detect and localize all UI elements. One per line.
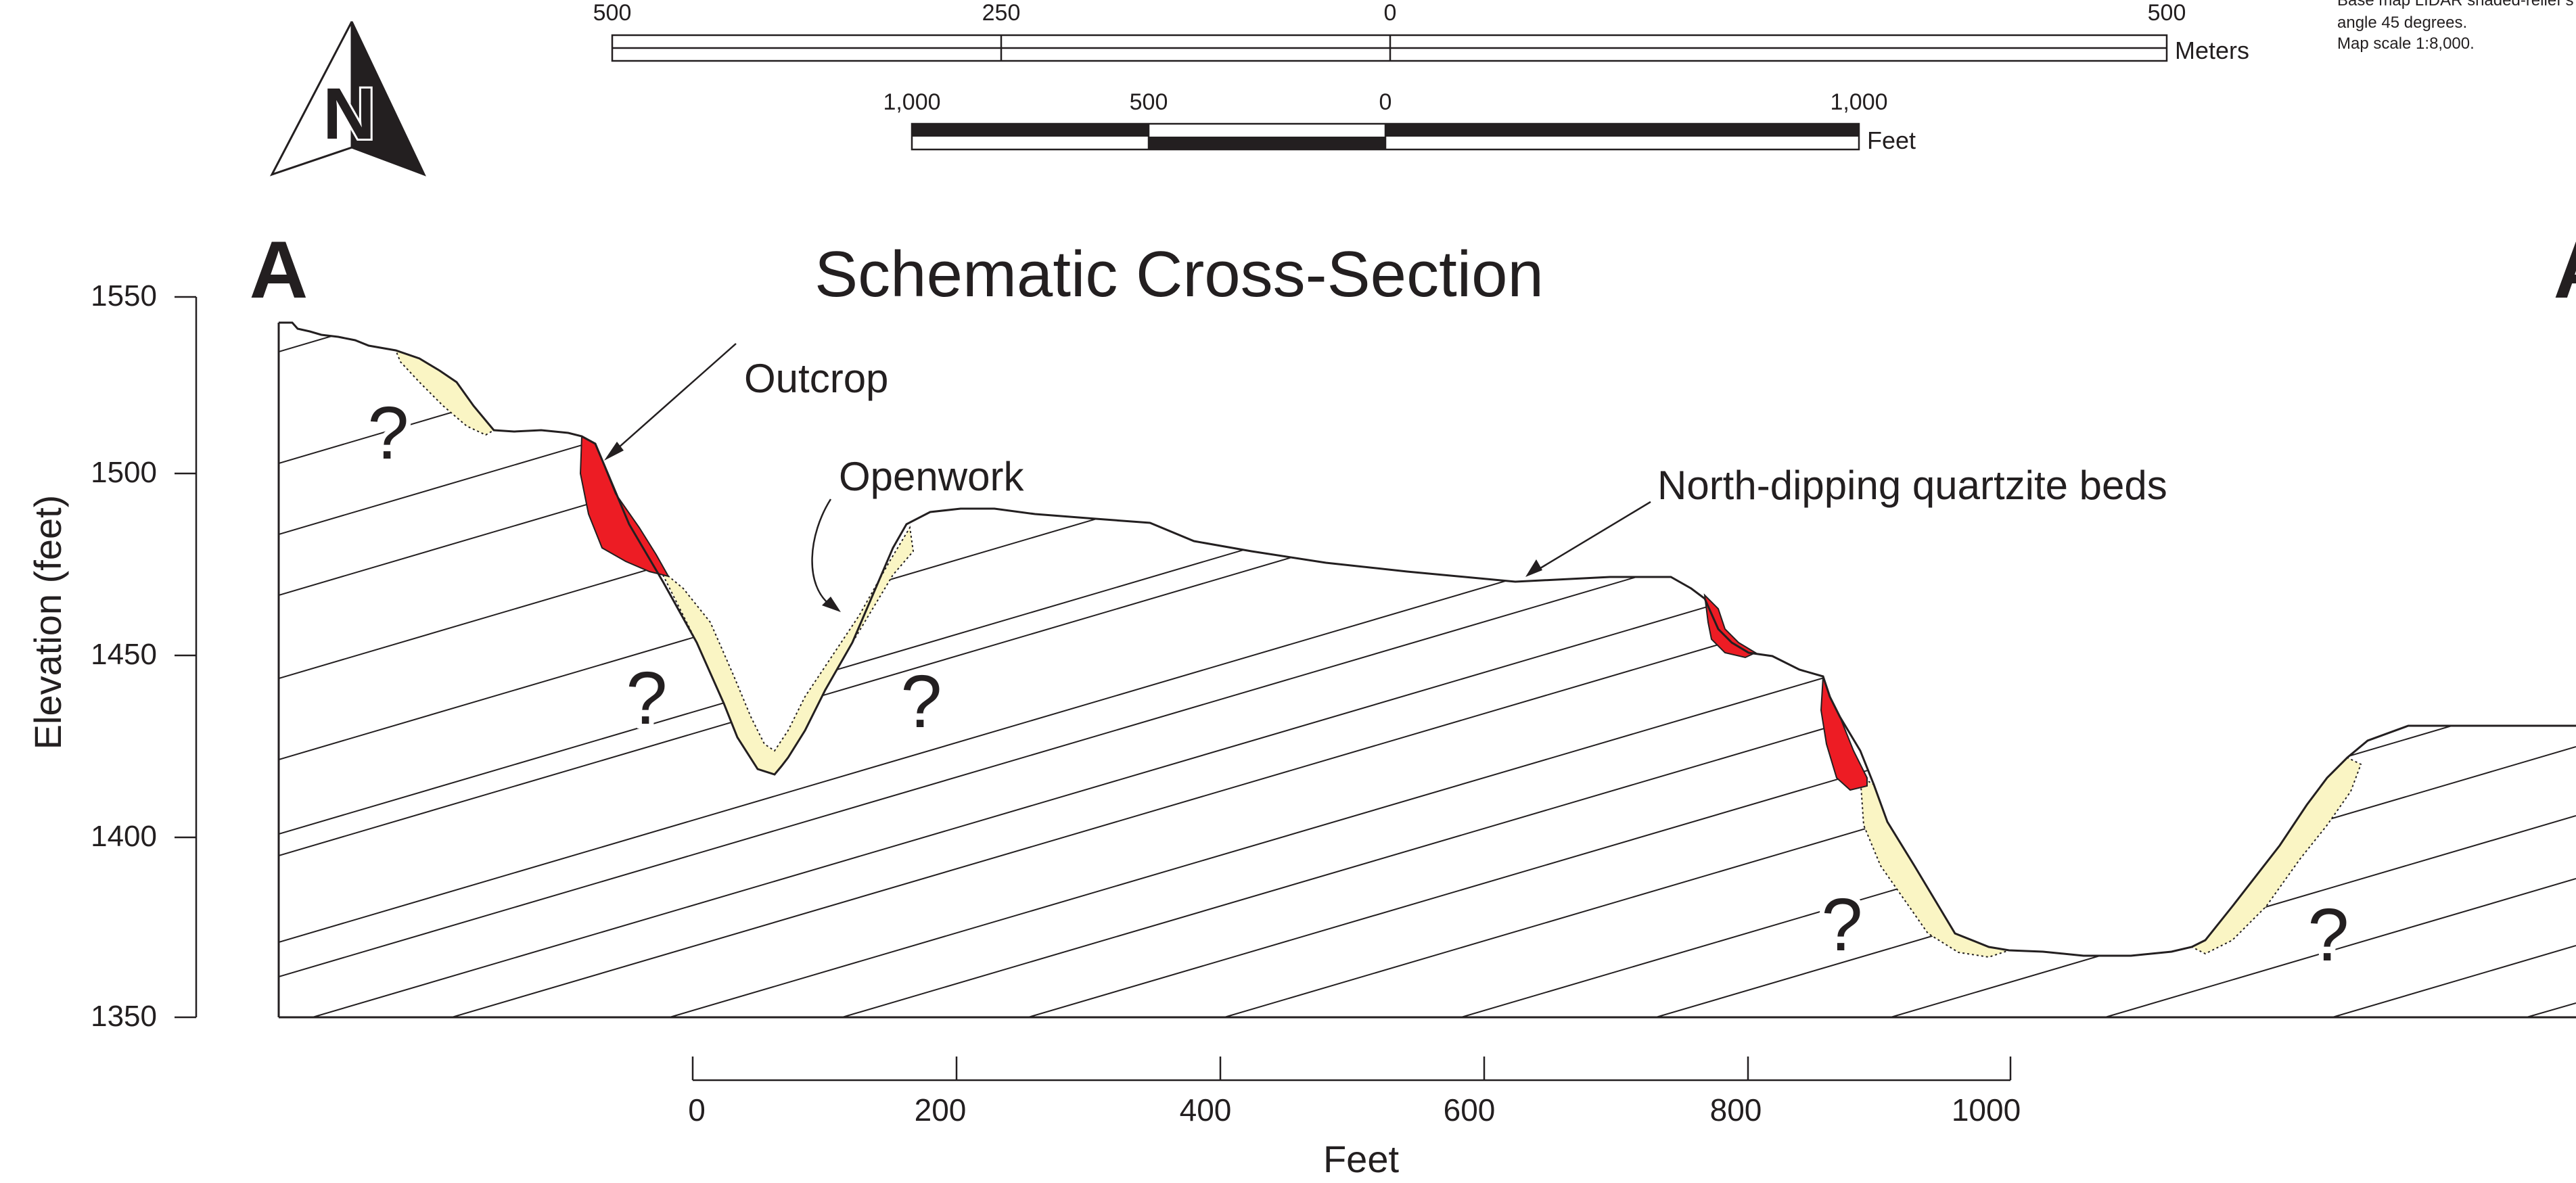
question-mark: ?	[2307, 894, 2349, 977]
bed-line	[2526, 1002, 2576, 1017]
feet-scale-fill	[912, 124, 1149, 137]
elevation-tick-label: 1350	[91, 1000, 157, 1033]
question-mark: ?	[626, 657, 667, 740]
outcrop-deposit	[579, 435, 670, 578]
elevation-axis-label: Elevation (feet)	[26, 495, 69, 750]
map-note-line: angle 45 degrees.	[2337, 14, 2467, 32]
openwork-deposits	[394, 349, 2362, 958]
feet-scale-fill	[1149, 137, 1385, 149]
openwork-deposit	[394, 349, 495, 436]
beds-callout-arrowhead	[1525, 559, 1542, 577]
openwork-callout-label: Openwork	[839, 454, 1024, 499]
distance-tick-label: 800	[1710, 1092, 1762, 1128]
question-mark: ?	[900, 660, 942, 743]
openwork-deposit	[662, 526, 915, 776]
meters-tick-label: 0	[1384, 0, 1397, 26]
bed-line	[1655, 746, 2576, 1017]
bed-line	[2332, 945, 2576, 1017]
beds-callout-leader	[1536, 501, 1651, 572]
distance-axis-label: Feet	[1323, 1138, 1399, 1180]
distance-tick-label: 1000	[1952, 1092, 2021, 1128]
north-arrow: N	[269, 21, 426, 177]
beds-callout-label: North-dipping quartzite beds	[1657, 463, 2167, 508]
elevation-tick-label: 1550	[91, 279, 157, 312]
feet-scale-bar: 1,000 500 0 1,000 Feet	[883, 89, 1916, 154]
distance-tick-label: 600	[1444, 1092, 1496, 1128]
outcrop-callout-leader	[612, 343, 737, 454]
bed-line	[279, 323, 2576, 760]
elevation-axis: 1550 1500 1450 1400 1350 Elevation (feet…	[26, 279, 198, 1033]
question-mark: ?	[367, 392, 409, 475]
meters-tick-label: 500	[593, 0, 632, 26]
bed-line	[279, 323, 2576, 977]
elevation-tick-label: 1500	[91, 456, 157, 489]
north-arrow-right-half	[350, 21, 426, 177]
map-note-line: Map scale 1:8,000.	[2337, 34, 2475, 53]
callouts: Outcrop Openwork North-dipping quartzite…	[604, 343, 2167, 612]
north-arrow-label: N	[323, 72, 375, 154]
cross-section: ? ? ? ? ?	[277, 321, 2576, 1019]
distance-tick-label: 0	[688, 1092, 706, 1128]
meters-tick-label: 250	[982, 0, 1021, 26]
bed-line	[279, 323, 2576, 679]
map-note-line: Base map LIDAR shaded-relief s	[2337, 0, 2574, 9]
openwork-callout-arrowhead	[822, 597, 841, 612]
feet-scale-unit-label: Feet	[1867, 126, 1916, 154]
meters-unit-label: Meters	[2175, 37, 2249, 64]
outcrop-deposit	[1703, 593, 1757, 659]
bed-line	[1224, 619, 2576, 1017]
outcrop-callout-arrowhead	[604, 442, 624, 461]
bed-line	[451, 392, 2576, 1017]
elevation-tick-label: 1400	[91, 820, 157, 853]
feet-scale-tick-label: 0	[1379, 89, 1392, 115]
feet-scale-tick-label: 1,000	[883, 89, 940, 115]
distance-axis: 0 200 400 600 800 1000 Feet	[688, 1057, 2021, 1180]
outcrop-callout-label: Outcrop	[744, 356, 888, 401]
figure-title: Schematic Cross-Section	[814, 238, 1544, 310]
bed-line	[279, 323, 2576, 464]
feet-scale-tick-label: 1,000	[1830, 89, 1887, 115]
ground-surface-profile	[279, 321, 2576, 957]
question-mark: ?	[1821, 883, 1862, 967]
bed-line	[1460, 689, 2576, 1017]
bed-line	[669, 456, 2576, 1017]
section-end-label: A	[2554, 225, 2576, 315]
elevation-tick-label: 1450	[91, 638, 157, 671]
feet-scale-tick-label: 500	[1130, 89, 1168, 115]
uncertain-contacts: ? ? ? ? ?	[363, 387, 2353, 981]
bed-line	[2104, 878, 2576, 1017]
meters-tick-label: 500	[2148, 0, 2186, 26]
openwork-callout-leader	[811, 498, 832, 606]
bed-line	[279, 323, 2576, 943]
section-start-label: A	[250, 225, 308, 315]
meters-scale-bar: 500 250 0 500 Meters	[593, 0, 2249, 64]
openwork-deposit	[1859, 775, 2010, 958]
distance-tick-label: 400	[1180, 1092, 1232, 1128]
feet-scale-fill	[1385, 124, 1859, 137]
distance-tick-label: 200	[915, 1092, 967, 1128]
map-notes: Base map LIDAR shaded-relief s angle 45 …	[2337, 0, 2574, 53]
